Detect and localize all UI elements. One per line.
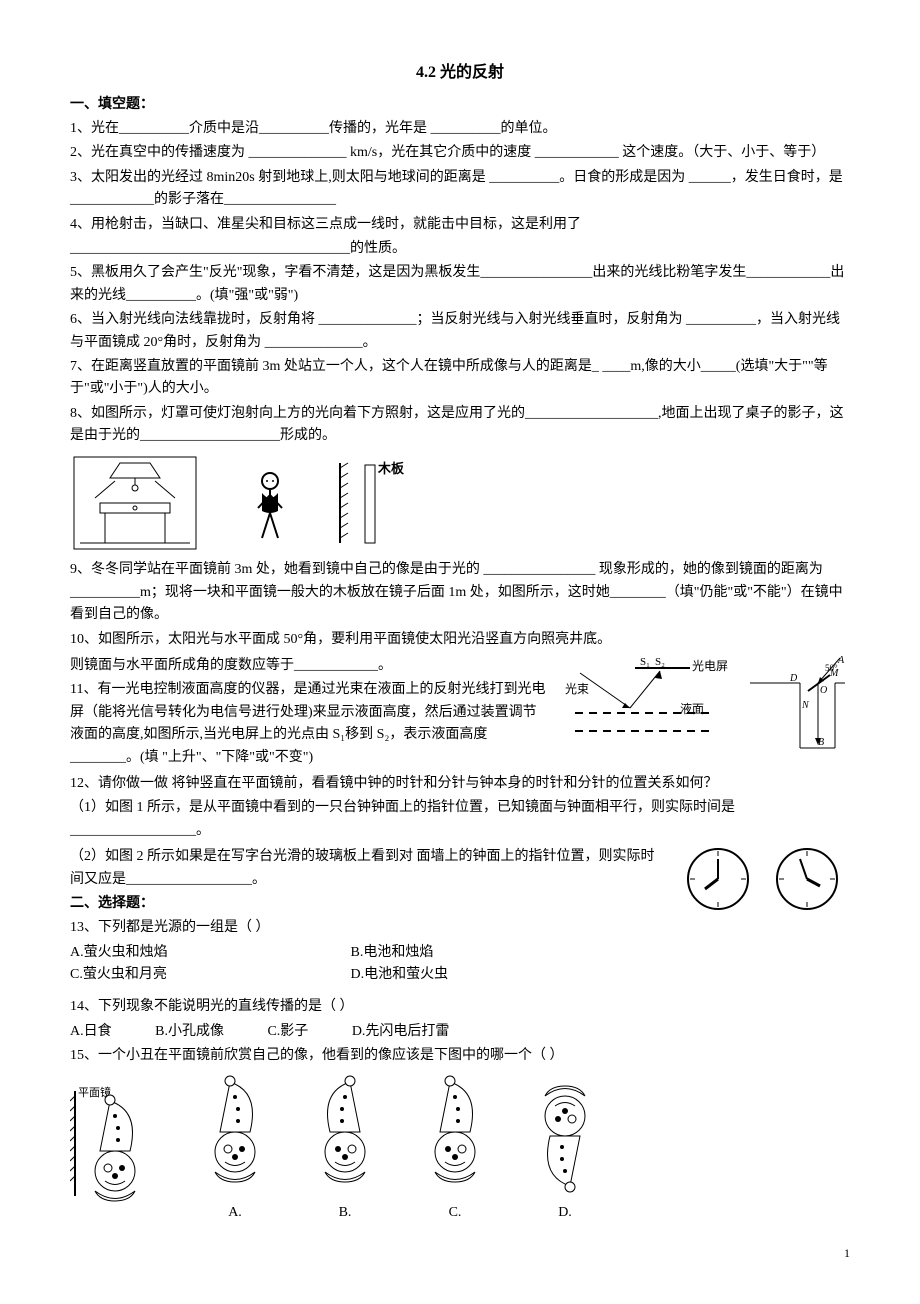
clown-ref: 平面镜 xyxy=(70,1086,160,1216)
well-mirror-figure: A M O D N B 50° xyxy=(740,653,850,763)
svg-text:O: O xyxy=(820,685,827,696)
section-1-header: 一、填空题： xyxy=(70,94,850,116)
clown-d xyxy=(530,1074,600,1194)
clock-2 xyxy=(772,844,842,914)
q2: 2、光在真空中的传播速度为 ______________ km/s，光在其它介质… xyxy=(70,142,850,164)
q14-opt-a: A.日食 xyxy=(70,1024,112,1039)
opt-c-label: C. xyxy=(420,1202,490,1224)
q13: 13、下列都是光源的一组是（ ） xyxy=(70,917,655,939)
clown-b xyxy=(310,1074,380,1194)
opt-b-label: B. xyxy=(310,1202,380,1224)
girl-mirror-figure: 木板 xyxy=(240,453,420,553)
section-2-header: 二、选择题： xyxy=(70,893,655,915)
q13-opt-c: C.萤火虫和月亮 xyxy=(70,964,351,986)
opt-a-label: A. xyxy=(200,1202,270,1224)
liquid-sensor-figure: S₁ S₂ 光束 光电屏 液面 xyxy=(560,653,730,763)
clock-1 xyxy=(683,844,753,914)
clown-a xyxy=(200,1074,270,1194)
page-title: 4.2 光的反射 xyxy=(70,60,850,86)
svg-text:A: A xyxy=(837,655,845,666)
q10b: 则镜面与水平面所成角的度数应等于____________。 xyxy=(70,655,550,677)
q12a: 12、请你做一做 将钟竖直在平面镜前，看看镜中钟的时针和分针与钟本身的时针和分针… xyxy=(70,773,850,795)
figure-row-1: 木板 xyxy=(70,453,850,553)
svg-text:光电屏: 光电屏 xyxy=(692,659,728,673)
q4a: 4、用枪射击，当缺口、准星尖和目标这三点成一线时，就能击中目标，这是利用了 xyxy=(70,214,850,236)
q13-opt-d: D.电池和萤火虫 xyxy=(351,964,632,986)
svg-text:S₁: S₁ xyxy=(640,656,650,668)
clown-row: 平面镜 A. xyxy=(70,1074,850,1225)
q3: 3、太阳发出的光经过 8min20s 射到地球上,则太阳与地球间的距离是 ___… xyxy=(70,167,850,212)
q4b: ________________________________________… xyxy=(70,238,850,260)
q14: 14、下列现象不能说明光的直线传播的是（ ） xyxy=(70,996,850,1018)
q14-opt-d: D.先闪电后打雷 xyxy=(352,1024,450,1039)
page-number: 1 xyxy=(70,1244,850,1263)
svg-text:光束: 光束 xyxy=(565,682,589,696)
q13-options: A.萤火虫和烛焰 B.电池和烛焰 C.萤火虫和月亮 D.电池和萤火虫 xyxy=(70,942,655,987)
clown-c xyxy=(420,1074,490,1194)
q12c: （2）如图 2 所示如果是在写字台光滑的玻璃板上看到对 面墙上的钟面上的指针位置… xyxy=(70,846,655,891)
q10a: 10、如图所示，太阳光与水平面成 50°角，要利用平面镜使太阳光沿竖直方向照亮井… xyxy=(70,629,850,651)
q9: 9、冬冬同学站在平面镜前 3m 处，她看到镜中自己的像是由于光的 _______… xyxy=(70,559,850,626)
svg-text:D: D xyxy=(789,673,798,684)
q14-opt-c: C.影子 xyxy=(267,1024,308,1039)
q7: 7、在距离竖直放置的平面镜前 3m 处站立一个人，这个人在镜中所成像与人的距离是… xyxy=(70,356,850,401)
lamp-desk-figure xyxy=(70,453,200,553)
q5: 5、黑板用久了会产生"反光"现象，字看不清楚，这是因为黑板发生_________… xyxy=(70,262,850,307)
svg-text:N: N xyxy=(801,700,810,711)
q11: 11、有一光电控制液面高度的仪器，是通过光束在液面上的反射光线打到光电屏（能将光… xyxy=(70,679,550,769)
q12b: （1）如图 1 所示，是从平面镜中看到的一只台钟钟面上的指针位置，已知镜面与钟面… xyxy=(70,797,850,842)
q1: 1、光在__________介质中是沿__________传播的，光年是 ___… xyxy=(70,118,850,140)
q6: 6、当入射光线向法线靠拢时，反射角将 ______________；当反射光线与… xyxy=(70,309,850,354)
q13-opt-a: A.萤火虫和烛焰 xyxy=(70,942,351,964)
wood-label: 木板 xyxy=(377,461,405,476)
q8: 8、如图所示，灯罩可使灯泡射向上方的光向着下方照射，这是应用了光的_______… xyxy=(70,403,850,448)
q13-opt-b: B.电池和烛焰 xyxy=(351,942,632,964)
q14-opt-b: B.小孔成像 xyxy=(155,1024,224,1039)
clock-figures xyxy=(675,844,851,922)
opt-d-label: D. xyxy=(530,1202,600,1224)
svg-text:S₂: S₂ xyxy=(655,656,665,668)
svg-text:50°: 50° xyxy=(825,663,838,673)
q15: 15、一个小丑在平面镜前欣赏自己的像，他看到的像应该是下图中的哪一个（ ） xyxy=(70,1045,850,1067)
q14-options: A.日食 B.小孔成像 C.影子 D.先闪电后打雷 xyxy=(70,1021,850,1043)
